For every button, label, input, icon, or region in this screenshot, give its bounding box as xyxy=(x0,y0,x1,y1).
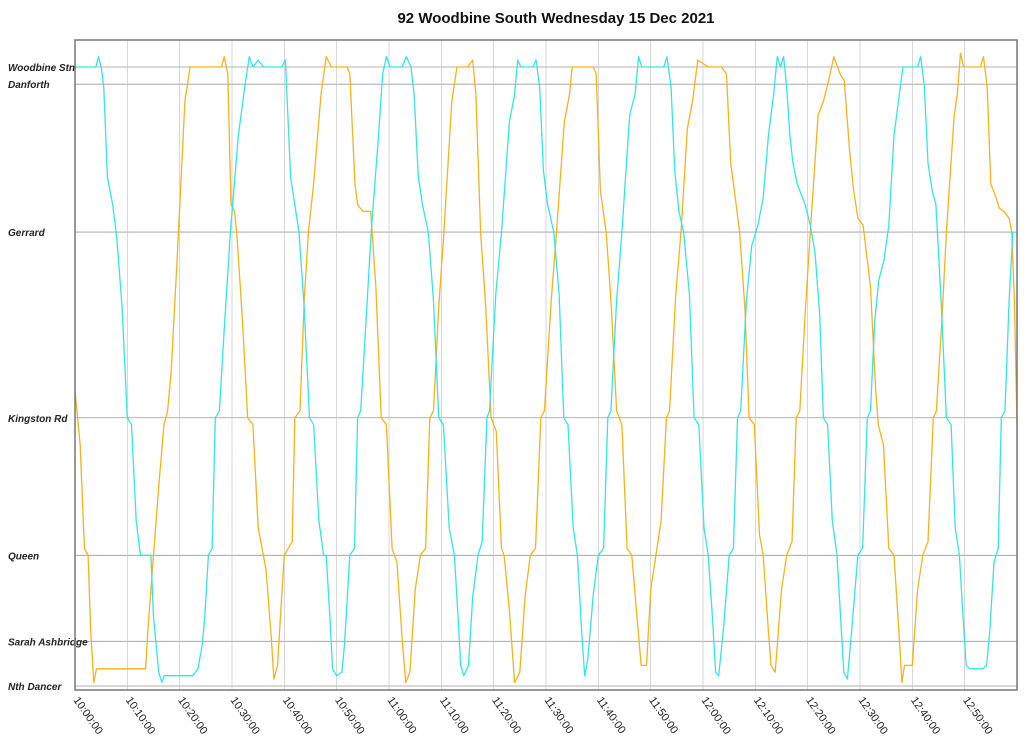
x-tick-label: 10:10:00 xyxy=(123,695,157,737)
x-tick-label: 12:20:00 xyxy=(803,695,837,737)
x-tick-label: 12:10:00 xyxy=(751,695,785,737)
series-line-1 xyxy=(74,52,1018,684)
stop-label: Nth Dancer xyxy=(8,682,62,693)
x-tick-labels: 10:00:00 10:10:00 10:20:00 10:30:00 10:40:00… xyxy=(71,695,995,737)
x-tick-label: 10:50:00 xyxy=(332,695,366,737)
x-tick-label: 12:50:00 xyxy=(960,695,994,737)
series-line-2 xyxy=(75,56,1017,684)
x-tick-label: 12:30:00 xyxy=(856,695,890,737)
x-tick-label: 11:20:00 xyxy=(489,695,523,736)
stop-label: Sarah Ashbridge xyxy=(8,637,88,648)
x-tick-label: 11:30:00 xyxy=(542,695,576,736)
stop-label: Queen xyxy=(8,551,39,562)
chart-title: 92 Woodbine South Wednesday 15 Dec 2021 xyxy=(397,10,714,27)
grid-layer xyxy=(74,40,1017,690)
x-tick-label: 11:50:00 xyxy=(646,695,680,736)
x-tick-label: 10:30:00 xyxy=(228,695,262,737)
x-tick-label: 11:00:00 xyxy=(385,695,419,736)
series-layer xyxy=(74,52,1018,684)
x-tick-label: 10:20:00 xyxy=(175,695,209,737)
x-tick-label: 12:40:00 xyxy=(908,695,942,737)
stop-label: Kingston Rd xyxy=(8,414,68,425)
stop-labels: Woodbine Stn Danforth Gerrard Kingston Rd Qu… xyxy=(8,63,88,693)
x-tick-label: 12:00:00 xyxy=(699,695,733,737)
stop-label: Gerrard xyxy=(8,228,46,239)
stop-label: Danforth xyxy=(8,80,50,91)
plot-frame xyxy=(74,39,1018,691)
x-tick-label: 11:40:00 xyxy=(594,695,628,736)
x-tick-label: 10:00:00 xyxy=(71,695,105,737)
x-tick-label: 11:10:00 xyxy=(437,695,471,736)
stop-label: Woodbine Stn xyxy=(8,63,75,74)
x-tick-label: 10:40:00 xyxy=(280,695,314,737)
